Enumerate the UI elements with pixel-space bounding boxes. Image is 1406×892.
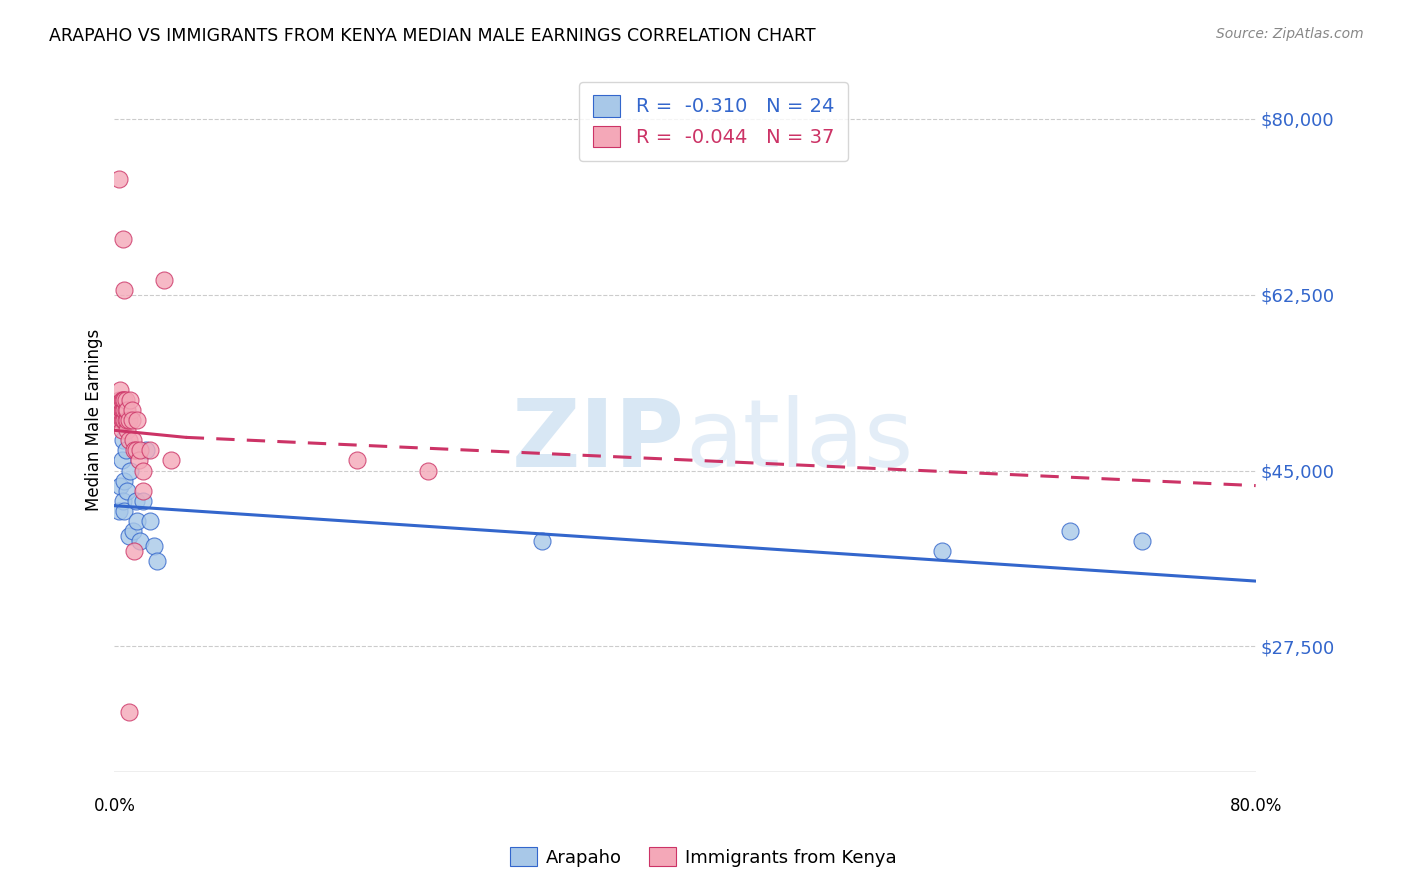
Point: [418, 463, 440, 477]
Point: [124, 544, 146, 558]
Point: [107, 504, 129, 518]
Point: [1059, 524, 1081, 538]
Point: [127, 413, 149, 427]
Point: [160, 453, 183, 467]
Point: [118, 705, 141, 719]
Point: [143, 539, 166, 553]
Point: [117, 403, 139, 417]
Point: [135, 443, 157, 458]
Text: ZIP: ZIP: [512, 395, 685, 487]
Point: [139, 514, 162, 528]
Point: [110, 393, 132, 408]
Text: 0.0%: 0.0%: [93, 797, 135, 815]
Point: [112, 283, 135, 297]
Point: [531, 533, 554, 548]
Point: [128, 453, 150, 467]
Point: [112, 403, 135, 417]
Point: [122, 434, 145, 448]
Point: [117, 413, 139, 427]
Point: [127, 514, 149, 528]
Point: [132, 493, 155, 508]
Point: [125, 443, 148, 458]
Point: [111, 403, 134, 417]
Point: [120, 463, 142, 477]
Point: [121, 403, 143, 417]
Point: [108, 413, 131, 427]
Point: [125, 493, 148, 508]
Point: [132, 483, 155, 498]
Point: [112, 474, 135, 488]
Point: [110, 423, 132, 437]
Point: [111, 413, 134, 427]
Point: [112, 413, 135, 427]
Point: [114, 403, 136, 417]
Point: [111, 393, 134, 408]
Point: [114, 443, 136, 458]
Point: [124, 443, 146, 458]
Point: [129, 443, 152, 458]
Point: [110, 413, 132, 427]
Point: [132, 463, 155, 477]
Point: [112, 504, 135, 518]
Point: [1130, 533, 1153, 548]
Point: [110, 453, 132, 467]
Point: [120, 393, 142, 408]
Point: [121, 413, 143, 427]
Text: Source: ZipAtlas.com: Source: ZipAtlas.com: [1216, 27, 1364, 41]
Y-axis label: Median Male Earnings: Median Male Earnings: [86, 329, 103, 511]
Legend: R =  -0.310   N = 24, R =  -0.044   N = 37: R = -0.310 N = 24, R = -0.044 N = 37: [579, 82, 848, 161]
Point: [118, 413, 141, 427]
Text: ARAPAHO VS IMMIGRANTS FROM KENYA MEDIAN MALE EARNINGS CORRELATION CHART: ARAPAHO VS IMMIGRANTS FROM KENYA MEDIAN …: [49, 27, 815, 45]
Point: [153, 272, 176, 286]
Point: [114, 393, 136, 408]
Point: [346, 453, 368, 467]
Point: [108, 478, 131, 492]
Point: [107, 172, 129, 186]
Legend: Arapaho, Immigrants from Kenya: Arapaho, Immigrants from Kenya: [502, 840, 904, 874]
Text: 80.0%: 80.0%: [1229, 797, 1282, 815]
Point: [118, 434, 141, 448]
Point: [117, 423, 139, 437]
Point: [110, 403, 132, 417]
Point: [111, 493, 134, 508]
Point: [931, 544, 953, 558]
Point: [114, 413, 136, 427]
Point: [117, 483, 139, 498]
Point: [111, 232, 134, 246]
Point: [108, 383, 131, 397]
Point: [122, 524, 145, 538]
Point: [112, 393, 135, 408]
Point: [118, 529, 141, 543]
Point: [139, 443, 162, 458]
Point: [107, 403, 129, 417]
Text: atlas: atlas: [685, 395, 914, 487]
Point: [107, 393, 129, 408]
Point: [129, 533, 152, 548]
Point: [146, 554, 169, 568]
Point: [111, 434, 134, 448]
